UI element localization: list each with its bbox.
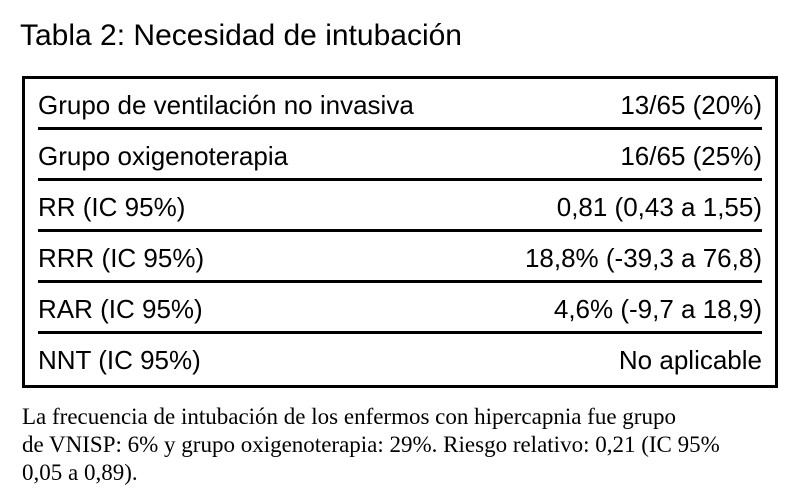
table-row-oxigenoterapia: Grupo oxigenoterapia 16/65 (25%) — [25, 130, 775, 181]
row-label: NNT (IC 95%) — [38, 344, 201, 375]
table-row-nnt: NNT (IC 95%) No aplicable — [25, 334, 775, 385]
table-row-rar: RAR (IC 95%) 4,6% (-9,7 a 18,9) — [25, 283, 775, 334]
row-value: 16/65 (25%) — [620, 140, 762, 171]
row-value: 4,6% (-9,7 a 18,9) — [553, 293, 762, 324]
footnote-line: La frecuencia de intubación de los enfer… — [22, 404, 676, 429]
row-label: RR (IC 95%) — [38, 191, 186, 222]
table-footnote: La frecuencia de intubación de los enfer… — [22, 403, 720, 487]
table-row-rrr: RRR (IC 95%) 18,8% (-39,3 a 76,8) — [25, 232, 775, 283]
row-label: RRR (IC 95%) — [38, 242, 205, 273]
row-value: 18,8% (-39,3 a 76,8) — [524, 242, 762, 273]
intubation-table: Grupo de ventilación no invasiva 13/65 (… — [22, 76, 778, 388]
row-label: Grupo de ventilación no invasiva — [38, 89, 414, 120]
row-value: No aplicable — [618, 344, 762, 375]
table-title: Tabla 2: Necesidad de intubación — [20, 19, 462, 52]
table-row-vni: Grupo de ventilación no invasiva 13/65 (… — [25, 79, 775, 130]
row-label: Grupo oxigenoterapia — [38, 140, 289, 171]
row-label: RAR (IC 95%) — [38, 293, 203, 324]
row-value: 0,81 (0,43 a 1,55) — [556, 191, 762, 222]
footnote-line: 0,05 a 0,89). — [22, 460, 138, 485]
footnote-line: de VNISP: 6% y grupo oxigenoterapia: 29%… — [22, 432, 720, 457]
row-value: 13/65 (20%) — [620, 89, 762, 120]
table-row-rr: RR (IC 95%) 0,81 (0,43 a 1,55) — [25, 181, 775, 232]
